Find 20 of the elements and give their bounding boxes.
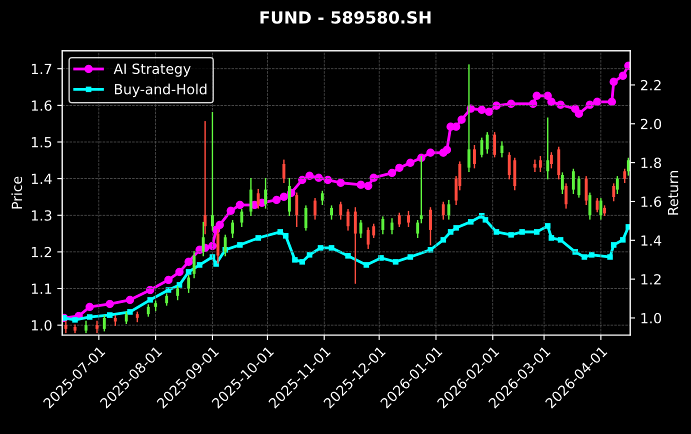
y2-tick-label: 1.8: [641, 158, 662, 168]
y-tick-label: 1.1: [32, 284, 52, 294]
y-tick-label: 1.2: [32, 246, 52, 258]
y2-tick-label: 2.2: [640, 80, 661, 90]
y-tick-label: 1.4: [32, 174, 52, 184]
y-tick-label: 1.5: [32, 137, 52, 148]
y-axis-title: Price: [11, 176, 22, 208]
y-tick-label: 1.6: [32, 100, 52, 111]
y-tick-label: 1.0: [32, 320, 52, 331]
chart-title: FUND - 589580.SH: [260, 11, 431, 24]
y2-tick-label: 1.6: [641, 196, 662, 207]
y2-tick-label: 1.4: [641, 235, 662, 246]
y2-axis-title: Return: [668, 171, 678, 215]
y2-tick-label: 2.0: [640, 118, 662, 130]
legend-label: Buy-and-Hold: [114, 84, 206, 98]
legend-label: AI Strategy: [114, 64, 191, 77]
y2-tick-label: 1.2: [641, 274, 661, 284]
y-tick-label: 1.7: [32, 64, 52, 74]
y2-tick-label: 1.0: [641, 312, 662, 324]
y-tick-label: 1.3: [32, 210, 52, 221]
